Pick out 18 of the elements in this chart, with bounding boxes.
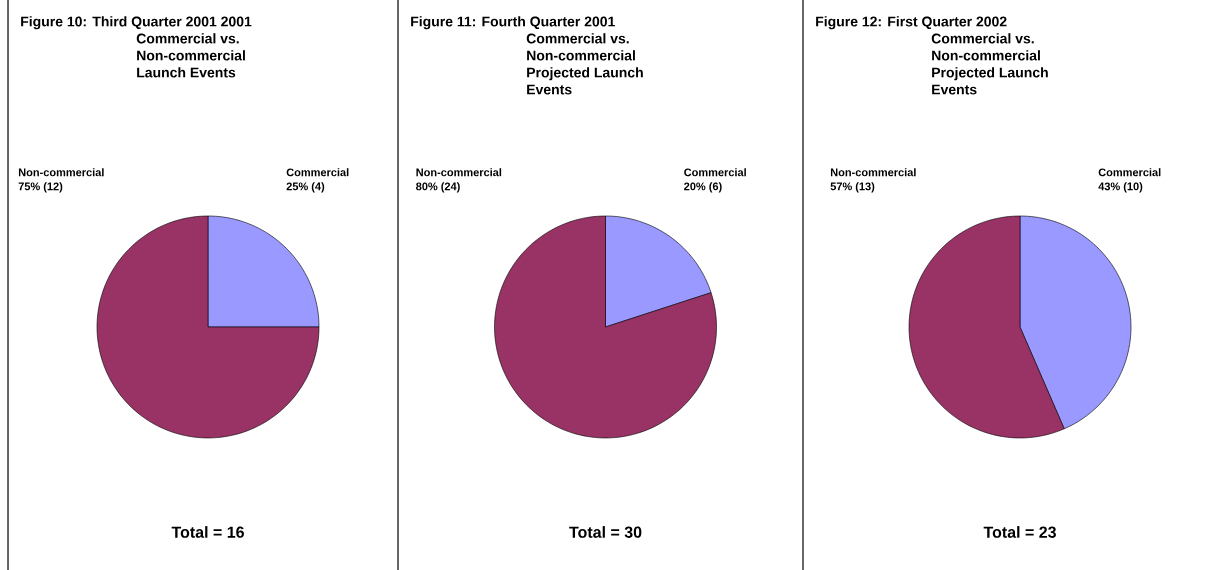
slice-label: Commercial [286, 168, 349, 177]
data-label: 57% (13) [830, 182, 875, 193]
slice-label: Non-commercial [18, 168, 104, 177]
chart-title: Figure 12: First Quarter 2002 Commercial vs. Non-commercial Projected Launch Events [816, 16, 1048, 95]
slice-label: Non-commercial [830, 168, 916, 177]
data-label: 80% (24) [416, 182, 460, 193]
text: Total = 23 [983, 526, 1056, 538]
data-label: 75% (12) [18, 182, 63, 193]
chart-title: Figure 10: Third Quarter 2001 2001 Commercial vs. Non-commercial Launch Events [21, 16, 252, 78]
data-label: 20% (6) [684, 182, 722, 193]
data-label: 43% (10) [1098, 182, 1143, 193]
chart-title: Figure 11: Fourth Quarter 2001 Commercial vs. Non-commercial Projected Launch Events [411, 16, 643, 95]
slice-label: Commercial [684, 168, 746, 177]
slice-label: Commercial [1098, 168, 1161, 177]
text: Total = 16 [171, 526, 244, 538]
slice-label: Non-commercial [416, 168, 502, 177]
text: Total = 30 [569, 526, 642, 538]
data-label: 25% (4) [286, 182, 325, 193]
